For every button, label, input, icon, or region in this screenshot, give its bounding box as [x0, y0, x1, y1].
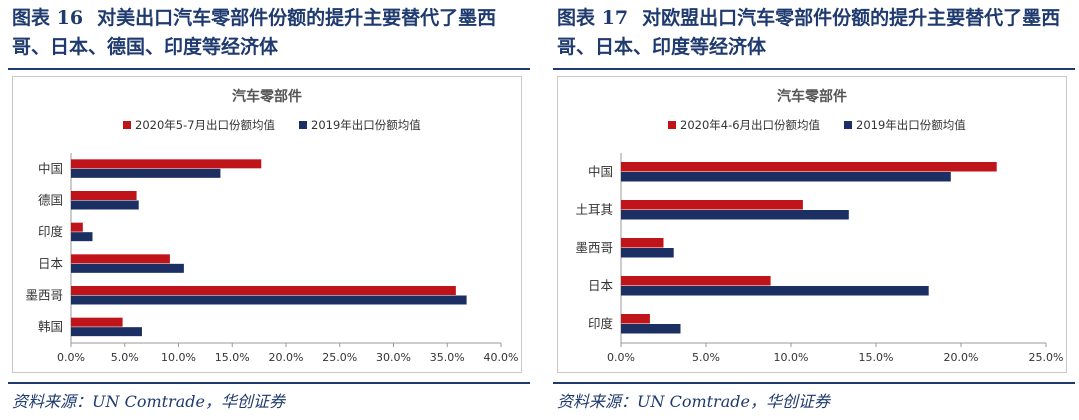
- figure-16-title: 图表 16 对美出口汽车零部件份额的提升主要替代了墨西哥、日本、德国、印度等经济体: [12, 4, 532, 62]
- bar: [71, 327, 142, 337]
- bar: [621, 276, 771, 286]
- legend-label: 2020年5-7月出口份额均值: [135, 118, 276, 132]
- legend-label: 2019年出口份额均值: [311, 118, 421, 132]
- x-tick-label: 5.0%: [111, 351, 139, 364]
- bar: [621, 238, 664, 248]
- legend-swatch: [844, 121, 852, 129]
- x-tick-label: 20.0%: [269, 351, 304, 364]
- bar: [71, 222, 83, 232]
- figure-16-chart-svg: 汽车零部件 2020年5-7月出口份额均值 2019年出口份额均值 0.0% 5.0% 1…: [25, 88, 519, 364]
- category-label: 中国: [588, 164, 613, 179]
- bar: [71, 254, 170, 264]
- x-tick-label: 15.0%: [859, 351, 894, 364]
- bar: [71, 263, 184, 273]
- bottom-divider: [8, 382, 530, 384]
- x-tick-label: 40.0%: [484, 351, 519, 364]
- x-tick-label: 35.0%: [430, 351, 465, 364]
- x-tick-label: 25.0%: [1029, 351, 1064, 364]
- bar: [621, 172, 951, 182]
- figure-17-chart-svg: 汽车零部件 2020年4-6月出口份额均值 2019年出口份额均值 0.0% 5.0% 1…: [575, 88, 1064, 364]
- category-label: 日本: [588, 278, 614, 293]
- legend-label: 2020年4-6月出口份额均值: [680, 118, 821, 132]
- category-label: 印度: [588, 316, 614, 331]
- category-label: 韩国: [38, 319, 63, 334]
- figure-16-title-text: 对美出口汽车零部件份额的提升主要替代了墨西哥、日本、德国、印度等经济体: [12, 7, 497, 58]
- legend-label: 2019年出口份额均值: [856, 118, 966, 132]
- figure-17-source: 资料来源：UN Comtrade，华创证券: [557, 392, 830, 411]
- x-tick-label: 25.0%: [322, 351, 357, 364]
- title-divider: [553, 68, 1075, 70]
- bar: [71, 317, 123, 327]
- figure-17-title-text: 对欧盟出口汽车零部件份额的提升主要替代了墨西哥、日本、印度等经济体: [557, 7, 1061, 58]
- x-tick-label: 30.0%: [376, 351, 411, 364]
- bar: [621, 324, 681, 334]
- legend-swatch: [668, 121, 676, 129]
- figure-17-title: 图表 17 对欧盟出口汽车零部件份额的提升主要替代了墨西哥、日本、印度等经济体: [557, 4, 1077, 62]
- category-label: 日本: [38, 256, 64, 271]
- bar: [71, 232, 93, 242]
- bar: [71, 159, 262, 169]
- category-label: 德国: [38, 193, 63, 208]
- bottom-divider: [553, 382, 1075, 384]
- category-label: 印度: [38, 224, 64, 239]
- category-label: 土耳其: [575, 202, 613, 217]
- chart-title: 汽车零部件: [232, 88, 302, 105]
- figure-16-panel: 图表 16 对美出口汽车零部件份额的提升主要替代了墨西哥、日本、德国、印度等经济体…: [4, 0, 530, 420]
- bar: [621, 210, 849, 220]
- x-tick-label: 10.0%: [161, 351, 196, 364]
- x-tick-label: 15.0%: [215, 351, 250, 364]
- bar: [621, 314, 650, 324]
- figure-17-label: 图表 17: [557, 7, 629, 29]
- bar: [621, 248, 674, 258]
- figure-16-label: 图表 16: [12, 7, 84, 29]
- bar: [71, 286, 456, 295]
- bar: [71, 200, 139, 210]
- figure-17-chart: 汽车零部件 2020年4-6月出口份额均值 2019年出口份额均值 0.0% 5.0% 1…: [557, 76, 1067, 373]
- bar: [71, 168, 221, 178]
- category-label: 墨西哥: [25, 288, 63, 303]
- x-tick-label: 5.0%: [692, 351, 720, 364]
- category-label: 墨西哥: [575, 240, 613, 255]
- bar: [71, 295, 467, 305]
- category-label: 中国: [38, 161, 63, 176]
- bar: [71, 191, 137, 200]
- legend-swatch: [299, 121, 307, 129]
- bar: [621, 162, 997, 172]
- figure-16-source: 资料来源：UN Comtrade，华创证券: [12, 392, 285, 411]
- x-tick-label: 0.0%: [57, 351, 85, 364]
- bar: [621, 200, 803, 210]
- title-divider: [8, 68, 530, 70]
- bar: [621, 286, 929, 296]
- legend-swatch: [123, 121, 131, 129]
- chart-title: 汽车零部件: [777, 88, 847, 105]
- figure-17-panel: 图表 17 对欧盟出口汽车零部件份额的提升主要替代了墨西哥、日本、印度等经济体 汽…: [549, 0, 1075, 420]
- x-tick-label: 0.0%: [607, 351, 635, 364]
- x-tick-label: 10.0%: [774, 351, 809, 364]
- x-tick-label: 20.0%: [944, 351, 979, 364]
- figure-16-chart: 汽车零部件 2020年5-7月出口份额均值 2019年出口份额均值 0.0% 5.0% 1…: [12, 76, 522, 373]
